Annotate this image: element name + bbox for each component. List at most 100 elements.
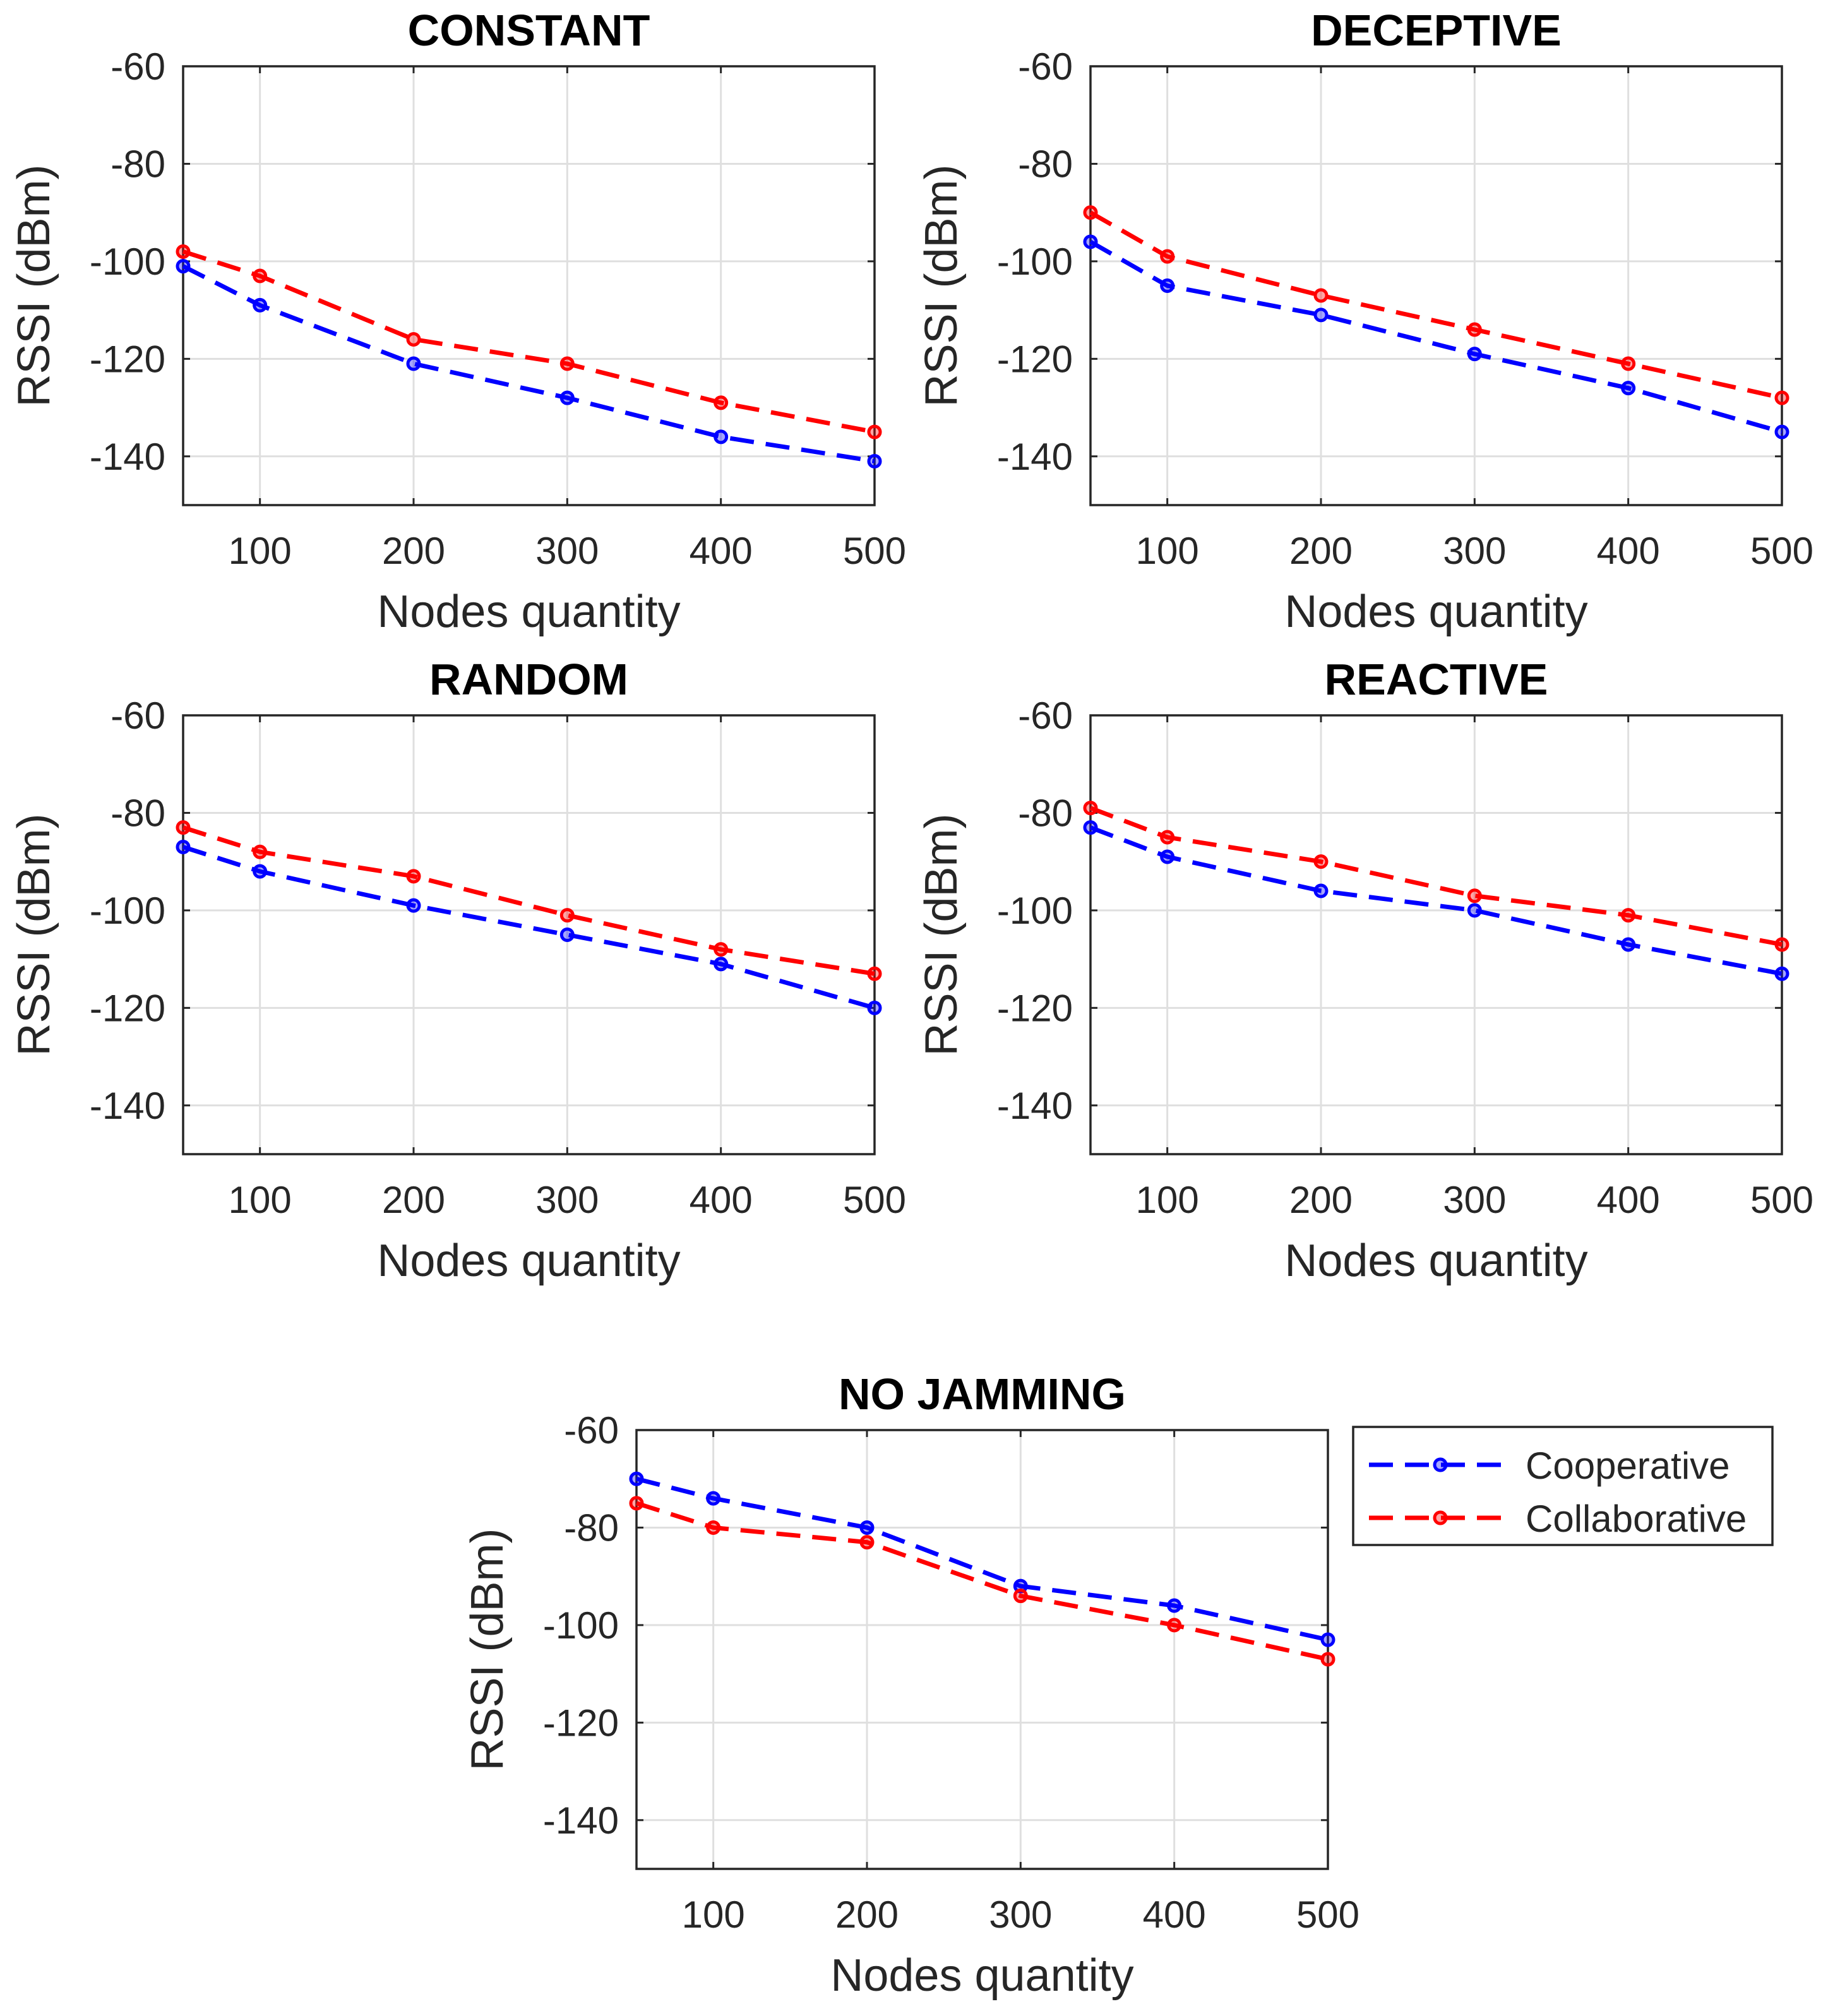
x-axis-label: Nodes quantity <box>1284 587 1587 637</box>
data-point-cooperative <box>867 1000 882 1015</box>
axes-frame <box>182 714 876 1155</box>
data-point-cooperative <box>1320 1632 1335 1647</box>
x-tick-label: 300 <box>1443 1179 1506 1221</box>
x-axis-label: Nodes quantity <box>377 1236 680 1286</box>
y-tick-label: -100 <box>997 890 1073 932</box>
y-tick-label: -100 <box>90 890 165 932</box>
panel-constant: 100 200 300 400 500 -60 -80 -100 -120 -140 CONSTAN… <box>9 6 906 637</box>
x-tick-label: 100 <box>229 1179 292 1221</box>
y-tick-label: -120 <box>997 987 1073 1029</box>
data-point-collaborative <box>1467 322 1482 337</box>
panel-title: NO JAMMING <box>839 1369 1126 1419</box>
x-tick-label: 100 <box>682 1894 745 1936</box>
data-point-collaborative <box>253 844 268 859</box>
panel-reactive: 100 200 300 400 500 -60 -80 -100 -120 -140 REACTIV… <box>916 655 1813 1286</box>
data-point-cooperative <box>714 429 729 444</box>
series-line-cooperative <box>636 1476 1329 1642</box>
data-point-collaborative <box>867 966 882 981</box>
y-tick-label: -60 <box>111 695 165 737</box>
data-point-cooperative <box>176 840 191 854</box>
plot-area <box>1090 715 1782 1154</box>
data-point-collaborative <box>406 331 421 347</box>
series-line-collaborative <box>635 1501 1329 1662</box>
axes-frame <box>635 1429 1329 1870</box>
data-point-collaborative <box>1313 854 1329 869</box>
y-tick-label: -120 <box>90 987 165 1029</box>
data-point-cooperative <box>867 454 882 468</box>
x-tick-label: 100 <box>1136 1179 1199 1221</box>
panel-title: REACTIVE <box>1325 655 1548 704</box>
data-point-collaborative <box>406 869 421 884</box>
y-axis-label: RSSI (dBm) <box>916 164 967 407</box>
x-tick-label: 500 <box>1750 1179 1813 1221</box>
data-point-collaborative <box>1083 801 1098 816</box>
series-line-cooperative <box>1089 825 1783 976</box>
data-point-cooperative <box>406 898 421 913</box>
data-point-collaborative <box>1621 908 1636 923</box>
data-point-collaborative <box>1167 1618 1182 1633</box>
data-point-cooperative <box>1160 278 1175 293</box>
y-tick-label: -60 <box>1018 695 1073 737</box>
x-axis-label: Nodes quantity <box>830 1950 1133 2001</box>
data-point-cooperative <box>253 864 268 879</box>
data-point-collaborative <box>1013 1589 1028 1604</box>
data-point-collaborative <box>714 942 729 957</box>
plot-area <box>1090 66 1782 505</box>
x-tick-label: 500 <box>843 530 906 572</box>
data-point-collaborative <box>176 244 191 259</box>
y-tick-label: -140 <box>997 1085 1073 1127</box>
legend-marker-collaborative <box>1433 1510 1448 1525</box>
y-tick-label: -60 <box>564 1409 619 1452</box>
x-tick-label: 400 <box>1143 1894 1206 1936</box>
data-point-collaborative <box>1160 249 1175 264</box>
data-point-collaborative <box>1467 888 1482 904</box>
axes-frame <box>1089 65 1783 506</box>
data-point-collaborative <box>559 908 575 923</box>
plot-area <box>183 66 875 505</box>
y-axis-label: RSSI (dBm) <box>916 813 967 1056</box>
data-point-cooperative <box>1083 234 1098 249</box>
data-point-cooperative <box>1313 883 1329 898</box>
legend-marker-cooperative <box>1433 1457 1448 1472</box>
y-tick-label: -140 <box>90 1085 165 1127</box>
plot-area <box>636 1430 1328 1869</box>
data-point-collaborative <box>1083 205 1098 220</box>
data-point-cooperative <box>1467 903 1482 918</box>
y-tick-label: -100 <box>90 241 165 283</box>
data-point-cooperative <box>253 297 268 313</box>
y-tick-label: -80 <box>564 1506 619 1549</box>
data-point-cooperative <box>714 957 729 972</box>
y-tick-label: -140 <box>543 1799 619 1842</box>
y-tick-label: -140 <box>997 436 1073 478</box>
series-line-cooperative <box>182 845 875 1010</box>
data-point-cooperative <box>706 1491 721 1506</box>
legend: Cooperative Collaborative <box>1352 1426 1774 1546</box>
y-tick-label: -140 <box>90 436 165 478</box>
y-tick-label: -100 <box>997 241 1073 283</box>
series-line-collaborative <box>1089 806 1783 947</box>
series-line-cooperative <box>1089 239 1783 434</box>
data-point-collaborative <box>867 424 882 439</box>
data-point-cooperative <box>1621 381 1636 396</box>
data-point-cooperative <box>1160 849 1175 864</box>
data-point-collaborative <box>176 820 191 835</box>
y-tick-label: -120 <box>90 338 165 380</box>
x-tick-label: 400 <box>1597 530 1660 572</box>
legend-label-cooperative: Cooperative <box>1526 1445 1730 1487</box>
y-tick-label: -80 <box>1018 143 1073 185</box>
panel-title: DECEPTIVE <box>1311 6 1562 55</box>
data-point-collaborative <box>253 268 268 283</box>
data-point-cooperative <box>1774 966 1789 981</box>
x-tick-label: 500 <box>1296 1894 1359 1936</box>
data-point-cooperative <box>1313 307 1329 323</box>
panel-no-jamming: 100 200 300 400 500 -60 -80 -100 -120 -140 NO JAMM… <box>462 1369 1359 2001</box>
panel-deceptive: 100 200 300 400 500 -60 -80 -100 -120 -140 DECEPTI… <box>916 6 1813 637</box>
panel-title: CONSTANT <box>408 6 650 55</box>
data-point-collaborative <box>1160 830 1175 845</box>
x-tick-label: 200 <box>382 1179 445 1221</box>
x-tick-label: 300 <box>535 530 599 572</box>
y-tick-label: -60 <box>111 45 165 88</box>
y-tick-label: -80 <box>111 143 165 185</box>
x-tick-label: 300 <box>1443 530 1506 572</box>
data-point-cooperative <box>1167 1598 1182 1613</box>
